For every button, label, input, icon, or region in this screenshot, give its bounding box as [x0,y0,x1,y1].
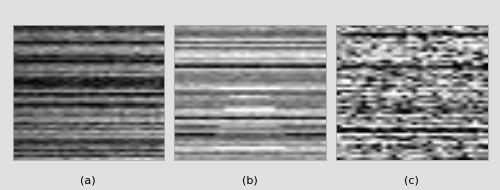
Text: (c): (c) [404,176,419,186]
Text: (a): (a) [80,176,96,186]
Text: (b): (b) [242,176,258,186]
